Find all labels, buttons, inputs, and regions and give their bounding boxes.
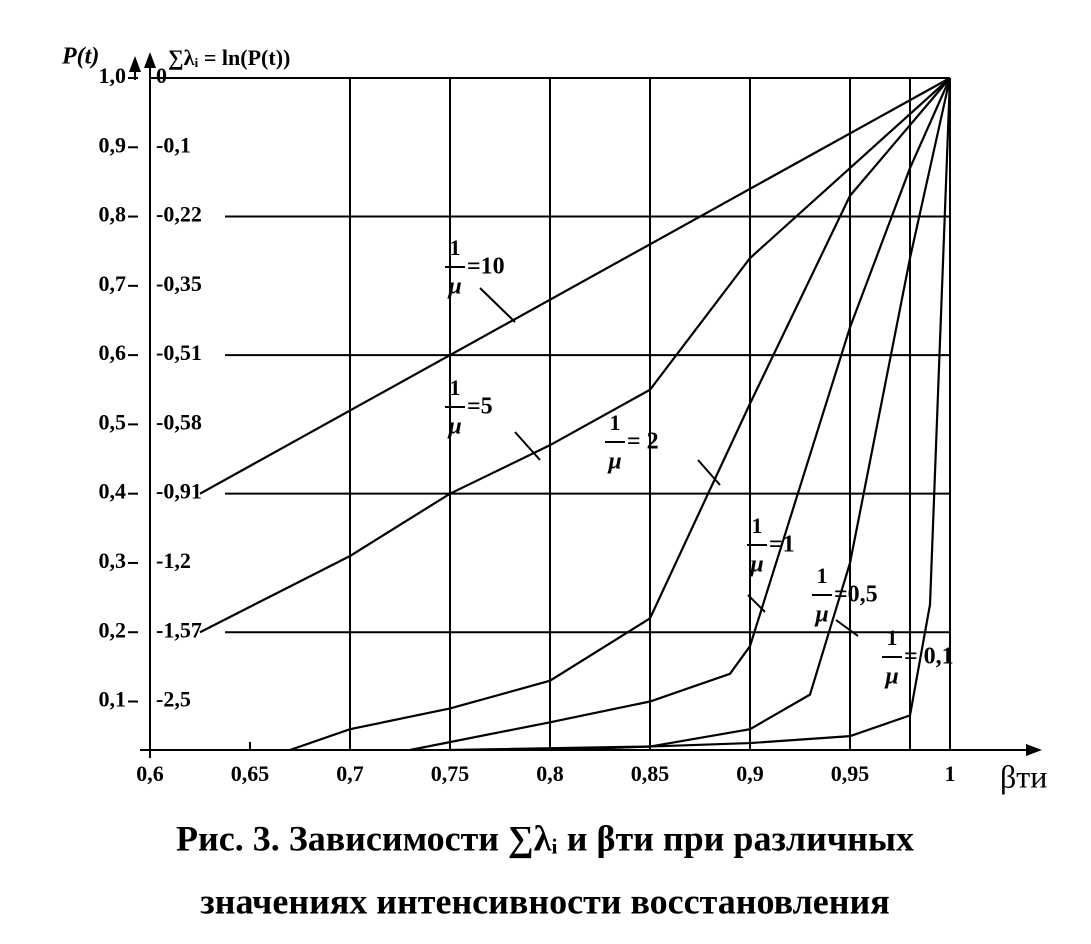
y2-tick-label: -2,5 <box>156 687 191 712</box>
x-axis-label: βти <box>1000 758 1047 794</box>
series-line <box>549 77 952 752</box>
y-tick-label: 0,2 <box>99 617 127 642</box>
fraction-numerator: 1 <box>752 513 763 538</box>
y-axis-label: P(t) <box>61 44 99 70</box>
y-tick-label: 0,1 <box>99 687 127 712</box>
x-tick-label: 1 <box>945 761 956 786</box>
x-tick-label: 0,85 <box>631 761 670 786</box>
y2-tick-label: -1,57 <box>156 617 202 642</box>
x-tick-label: 0,8 <box>536 761 564 786</box>
y-tick-label: 0,4 <box>99 479 127 504</box>
y-axis-arrow <box>129 56 141 72</box>
leader-line <box>835 619 859 637</box>
fraction-numerator: 1 <box>450 235 461 260</box>
x-tick-label: 0,7 <box>336 761 364 786</box>
fraction-denominator: μ <box>446 274 461 300</box>
legend-label: =0,5 <box>834 582 878 608</box>
leader-line <box>479 287 516 323</box>
series-line <box>199 77 951 495</box>
fraction-denominator: μ <box>813 602 828 628</box>
y2-tick-label: -1,2 <box>156 548 191 573</box>
leader-line <box>747 594 766 613</box>
legend-label: = 2 <box>627 429 659 455</box>
x-tick-label: 0,6 <box>136 761 164 786</box>
legend-label: =5 <box>467 394 493 420</box>
legend-label: = 0,1 <box>904 644 954 670</box>
y-tick-label: 0,9 <box>99 132 127 157</box>
fraction-denominator: μ <box>606 449 621 475</box>
series-line <box>449 77 952 752</box>
x-tick-label: 0,95 <box>831 761 870 786</box>
y2-tick-label: -0,35 <box>156 271 202 296</box>
x-axis-arrow <box>1026 744 1042 756</box>
y-tick-label: 0,7 <box>99 271 127 296</box>
x-tick-label: 0,65 <box>231 761 270 786</box>
legend-label: =10 <box>467 254 505 280</box>
series-line <box>409 77 952 752</box>
y-axis-arrow <box>144 52 156 68</box>
y2-tick-label: 0 <box>156 63 167 88</box>
fraction-numerator: 1 <box>450 375 461 400</box>
fraction-numerator: 1 <box>610 410 621 435</box>
y-tick-label: 0,3 <box>99 548 127 573</box>
series-line <box>199 77 951 634</box>
y-tick-label: 1,0 <box>99 63 127 88</box>
leader-line <box>697 459 721 486</box>
fraction-numerator: 1 <box>887 625 898 650</box>
y2-tick-label: -0,1 <box>156 132 191 157</box>
caption: значениях интенсивности восстановления <box>200 881 889 921</box>
legend-label: =1 <box>769 532 795 558</box>
fraction-denominator: μ <box>883 664 898 690</box>
y2-tick-label: -0,91 <box>156 479 202 504</box>
series-line <box>289 77 951 752</box>
y-tick-label: 0,5 <box>99 409 127 434</box>
x-tick-label: 0,9 <box>736 761 764 786</box>
caption: Рис. 3. Зависимости ∑λᵢ и βти при различ… <box>176 818 914 858</box>
y-tick-label: 0,8 <box>99 202 127 227</box>
y-tick-label: 0,6 <box>99 340 127 365</box>
fraction-numerator: 1 <box>817 563 828 588</box>
leader-line <box>514 431 541 461</box>
y2-tick-label: -0,51 <box>156 340 202 365</box>
x-tick-label: 0,75 <box>431 761 470 786</box>
fraction-denominator: μ <box>748 552 763 578</box>
y2-tick-label: -0,22 <box>156 202 202 227</box>
fraction-denominator: μ <box>446 414 461 440</box>
y2-tick-label: -0,58 <box>156 409 202 434</box>
y2-axis-label: ∑λᵢ = ln(P(t)) <box>168 45 290 70</box>
